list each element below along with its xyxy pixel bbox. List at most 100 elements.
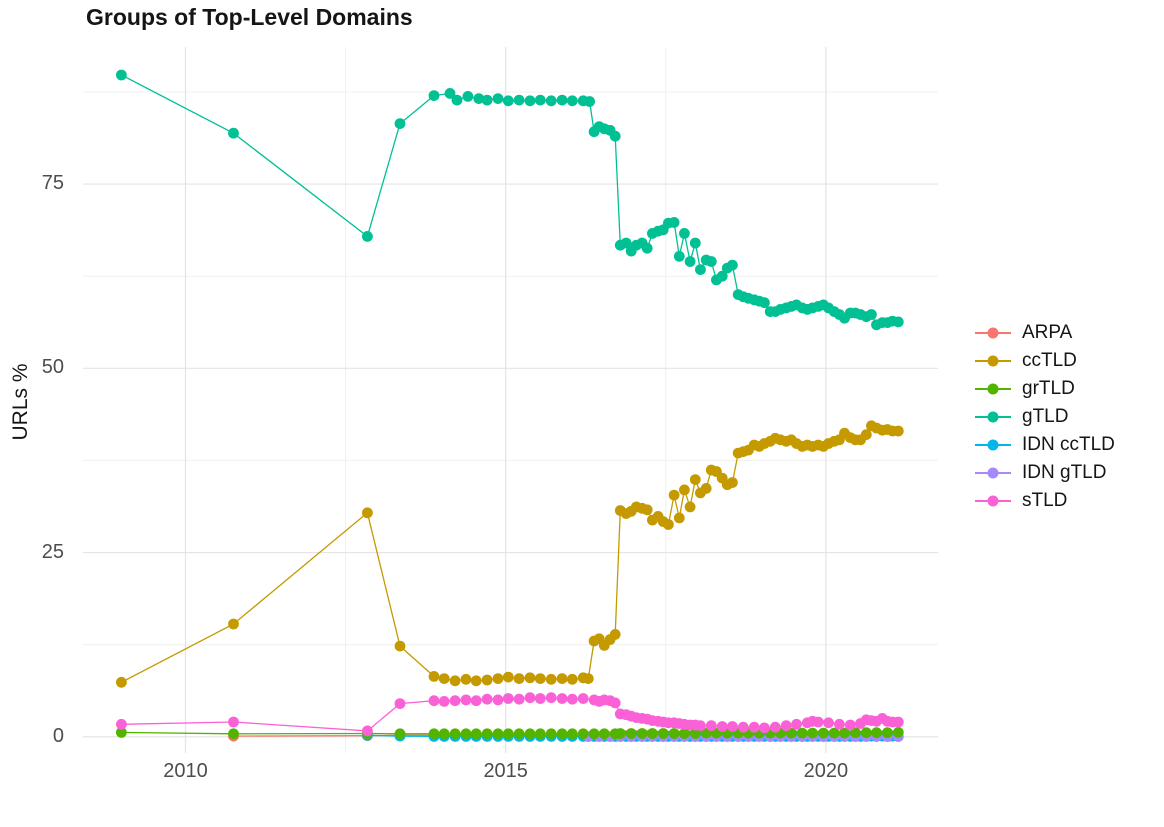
data-point xyxy=(871,727,882,739)
legend-item-cctld: ccTLD xyxy=(973,347,1115,375)
data-point xyxy=(502,728,514,740)
series-line xyxy=(121,424,899,683)
data-point xyxy=(668,728,680,739)
data-point xyxy=(566,673,578,685)
data-point xyxy=(679,484,690,496)
data-point xyxy=(566,693,578,705)
legend-item-idn-cctld: IDN ccTLD xyxy=(973,431,1115,459)
data-point xyxy=(598,728,610,740)
data-point xyxy=(759,297,770,309)
data-point xyxy=(812,716,824,728)
data-point xyxy=(647,728,658,739)
data-point xyxy=(513,673,525,684)
data-point xyxy=(679,728,690,739)
series-line xyxy=(121,74,899,326)
data-point xyxy=(481,693,493,705)
data-point xyxy=(428,728,440,740)
data-point xyxy=(438,696,450,707)
legend-key-dot xyxy=(987,327,999,339)
data-point xyxy=(828,727,840,739)
data-point xyxy=(748,721,760,733)
data-point xyxy=(892,425,904,437)
data-point xyxy=(462,91,474,102)
data-point xyxy=(556,94,568,106)
data-point xyxy=(716,270,728,282)
data-point xyxy=(428,90,440,101)
legend-key-icon xyxy=(975,467,1011,479)
data-point xyxy=(796,727,808,739)
series-stld xyxy=(116,692,904,737)
data-point xyxy=(577,728,589,740)
y-tick-label-75: 75 xyxy=(41,172,64,195)
data-point xyxy=(823,717,834,729)
data-point xyxy=(449,695,461,707)
legend-key-dot xyxy=(987,411,999,423)
data-point xyxy=(438,728,450,740)
data-point xyxy=(657,728,669,739)
data-point xyxy=(727,259,738,271)
series-gtld xyxy=(116,69,904,331)
data-point xyxy=(684,256,696,267)
data-point xyxy=(609,130,621,142)
data-point xyxy=(534,693,546,704)
data-point xyxy=(818,727,829,739)
data-point xyxy=(228,728,239,740)
legend-label: gTLD xyxy=(1022,406,1069,427)
data-point xyxy=(834,718,845,730)
data-point xyxy=(470,728,482,740)
legend-label: ARPA xyxy=(1022,322,1073,343)
data-point xyxy=(584,96,595,107)
data-point xyxy=(545,728,557,740)
data-point xyxy=(449,728,461,740)
data-point xyxy=(524,728,536,740)
data-point xyxy=(492,728,504,740)
data-point xyxy=(684,501,696,513)
data-point xyxy=(362,725,373,737)
legend-key-dot xyxy=(987,439,999,451)
data-point xyxy=(566,728,578,740)
legend-key-dot xyxy=(987,467,999,479)
data-point xyxy=(116,69,127,81)
data-point xyxy=(481,674,493,686)
data-point xyxy=(705,256,717,267)
data-point xyxy=(394,698,406,709)
legend-key-icon xyxy=(975,327,1011,339)
data-point xyxy=(620,237,632,249)
data-point xyxy=(705,720,717,732)
data-point xyxy=(679,228,690,239)
data-point xyxy=(556,673,568,684)
data-point xyxy=(470,675,482,687)
data-point xyxy=(492,673,504,684)
data-point xyxy=(428,695,440,707)
data-point xyxy=(228,127,239,139)
data-point xyxy=(625,728,637,739)
data-point xyxy=(513,94,525,106)
data-point xyxy=(780,720,792,732)
data-point xyxy=(524,692,536,704)
data-point xyxy=(582,673,594,684)
data-point xyxy=(737,721,749,733)
legend-key-dot xyxy=(987,495,999,507)
data-point xyxy=(882,727,893,739)
data-point xyxy=(641,242,653,254)
data-point xyxy=(394,118,406,129)
data-point xyxy=(438,673,450,684)
data-point xyxy=(588,728,600,740)
data-point xyxy=(609,629,621,640)
y-tick-label-25: 25 xyxy=(41,540,64,563)
legend-label: IDN ccTLD xyxy=(1022,434,1115,455)
data-point xyxy=(449,675,461,687)
legend-label: ccTLD xyxy=(1022,350,1077,371)
data-point xyxy=(513,693,525,705)
data-point xyxy=(860,429,872,440)
data-point xyxy=(451,94,463,106)
data-point xyxy=(470,695,482,707)
legend-key-icon xyxy=(975,411,1011,423)
data-point xyxy=(609,697,621,709)
x-tick-label-2020: 2020 xyxy=(803,760,849,782)
data-point xyxy=(663,519,674,530)
legend-item-grtld: grTLD xyxy=(973,375,1115,403)
data-point xyxy=(444,88,456,99)
y-tick-label-50: 50 xyxy=(41,356,64,379)
data-point xyxy=(695,264,706,275)
